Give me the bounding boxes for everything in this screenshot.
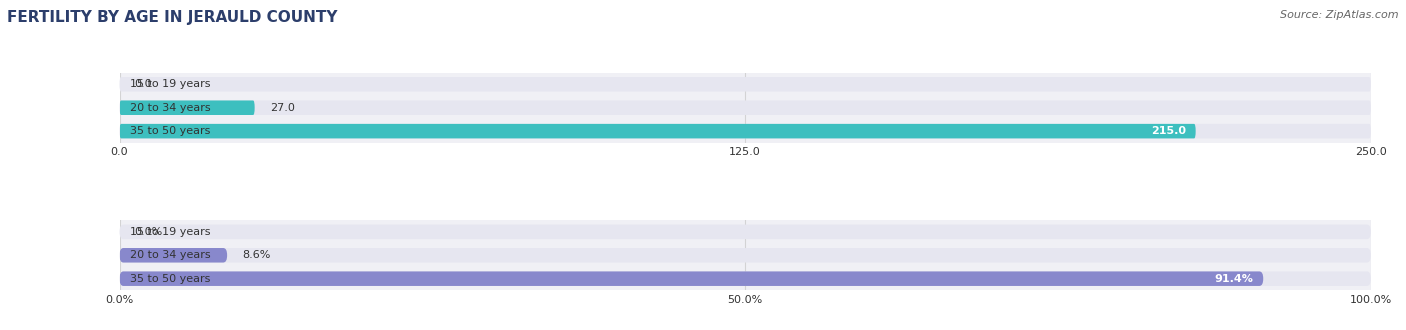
Text: 0.0: 0.0 xyxy=(135,79,152,89)
Text: 27.0: 27.0 xyxy=(270,103,294,113)
Text: 215.0: 215.0 xyxy=(1150,126,1185,136)
FancyBboxPatch shape xyxy=(120,272,1263,286)
Text: 15 to 19 years: 15 to 19 years xyxy=(129,79,209,89)
Text: Source: ZipAtlas.com: Source: ZipAtlas.com xyxy=(1281,10,1399,20)
FancyBboxPatch shape xyxy=(120,124,1371,138)
Text: 35 to 50 years: 35 to 50 years xyxy=(129,274,209,284)
Text: 91.4%: 91.4% xyxy=(1215,274,1253,284)
FancyBboxPatch shape xyxy=(120,124,1195,138)
Text: 0.0%: 0.0% xyxy=(135,227,163,237)
FancyBboxPatch shape xyxy=(120,100,254,115)
Text: 15 to 19 years: 15 to 19 years xyxy=(129,227,209,237)
FancyBboxPatch shape xyxy=(120,272,1371,286)
Text: 8.6%: 8.6% xyxy=(242,250,270,260)
FancyBboxPatch shape xyxy=(120,225,1371,239)
FancyBboxPatch shape xyxy=(120,248,1371,263)
FancyBboxPatch shape xyxy=(120,248,228,263)
Text: 20 to 34 years: 20 to 34 years xyxy=(129,103,209,113)
FancyBboxPatch shape xyxy=(120,77,1371,91)
Text: 35 to 50 years: 35 to 50 years xyxy=(129,126,209,136)
Text: FERTILITY BY AGE IN JERAULD COUNTY: FERTILITY BY AGE IN JERAULD COUNTY xyxy=(7,10,337,25)
Text: 20 to 34 years: 20 to 34 years xyxy=(129,250,209,260)
FancyBboxPatch shape xyxy=(120,100,1371,115)
